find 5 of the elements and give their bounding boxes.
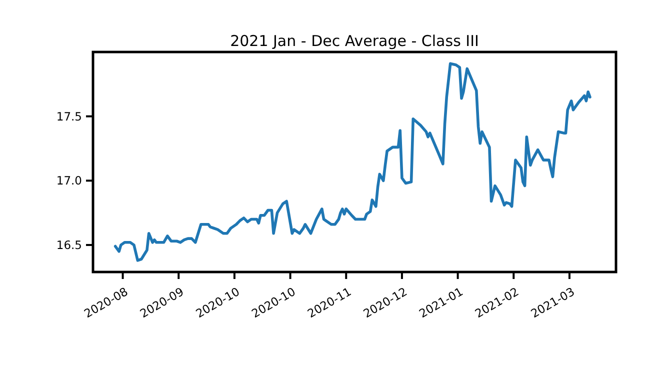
y-tick-label: 16.5: [56, 238, 82, 252]
y-tick-label: 17.0: [56, 174, 82, 188]
y-tick-label: 17.5: [56, 109, 82, 124]
chart-title: 2021 Jan - Dec Average - Class III: [230, 32, 479, 50]
line-series: [114, 62, 592, 262]
